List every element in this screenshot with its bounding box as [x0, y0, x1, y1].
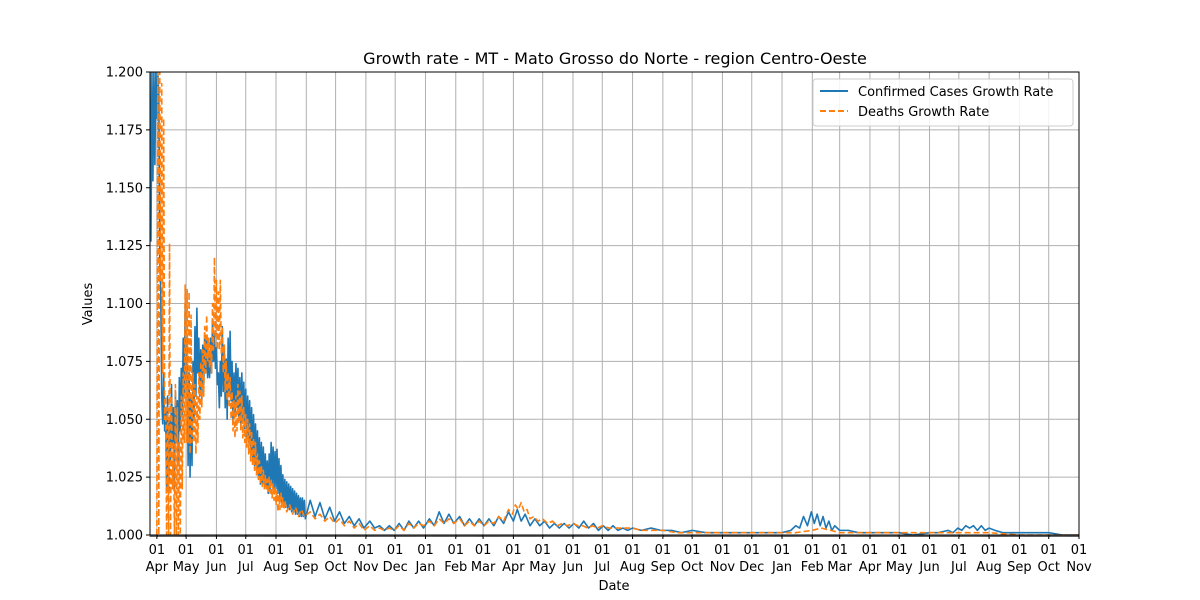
x-minor-tick-marks: [149, 535, 1080, 537]
x-tick-day-label: 01: [831, 543, 848, 558]
x-tick-month-label: May: [886, 560, 913, 575]
x-tick-day-label: 01: [1011, 543, 1028, 558]
x-tick-day-label: 01: [298, 543, 315, 558]
x-tick-month-label: Oct: [324, 560, 346, 575]
x-axis: 01 Apr 01 May 01 Jun 01 Jul 01 Aug 01 Sep 01 Oct 01 Nov…: [146, 535, 1092, 575]
x-tick-day-label: 01: [358, 543, 375, 558]
y-tick-label: 1.175: [106, 123, 143, 138]
chart-title: Growth rate - MT - Mato Grosso do Norte …: [363, 49, 867, 68]
x-axis-label: Date: [598, 579, 629, 594]
x-tick-day-label: 01: [981, 543, 998, 558]
x-tick-day-label: 01: [178, 543, 195, 558]
x-tick-day-label: 01: [565, 543, 582, 558]
legend-label-deaths: Deaths Growth Rate: [858, 105, 989, 120]
x-tick-day-label: 01: [327, 543, 344, 558]
x-tick-month-label: Nov: [353, 560, 379, 575]
x-tick-day-label: 01: [268, 543, 285, 558]
x-tick-day-label: 01: [655, 543, 672, 558]
x-tick-month-label: Jul: [237, 560, 254, 575]
x-tick-month-label: Jan: [414, 560, 435, 575]
x-tick-month-label: Mar: [471, 560, 496, 575]
x-tick-day-label: 01: [743, 543, 760, 558]
y-tick-label: 1.100: [106, 297, 143, 312]
x-tick-day-label: 01: [534, 543, 551, 558]
x-tick-day-label: 01: [714, 543, 731, 558]
x-tick-month-label: May: [173, 560, 200, 575]
legend-box: [812, 78, 1074, 127]
x-tick-month-label: Feb: [801, 560, 824, 575]
x-tick-month-label: Oct: [1037, 560, 1059, 575]
x-tick-day-label: 01: [505, 543, 522, 558]
y-tick-label: 1.050: [106, 413, 143, 428]
x-tick-month-label: Apr: [146, 560, 169, 575]
x-tick-day-label: 01: [1071, 543, 1088, 558]
x-tick-month-label: Sep: [294, 560, 319, 575]
y-tick-label: 1.125: [106, 239, 143, 254]
x-tick-day-label: 01: [624, 543, 641, 558]
x-tick-day-label: 01: [774, 543, 791, 558]
x-tick-month-label: Aug: [263, 560, 288, 575]
x-tick-month-label: Jul: [950, 560, 967, 575]
y-axis: 1.000 1.025 1.050 1.075 1.100 1.125 1.150 1.175…: [106, 66, 150, 544]
x-tick-day-label: 01: [594, 543, 611, 558]
x-tick-day-label: 01: [862, 543, 879, 558]
x-tick-month-label: Jun: [205, 560, 226, 575]
x-tick-month-label: May: [529, 560, 556, 575]
x-tick-month-label: Apr: [859, 560, 882, 575]
x-minor-ticks: [149, 535, 1080, 537]
x-tick-day-label: 01: [237, 543, 254, 558]
x-tick-month-label: Sep: [1007, 560, 1032, 575]
x-tick-month-label: Mar: [827, 560, 852, 575]
x-tick-month-label: Aug: [620, 560, 645, 575]
x-tick-month-label: Dec: [383, 560, 408, 575]
x-tick-month-label: Jun: [562, 560, 583, 575]
legend: Confirmed Cases Growth Rate Deaths Growt…: [812, 78, 1074, 127]
y-axis-label: Values: [81, 283, 96, 326]
x-tick-day-label: 01: [951, 543, 968, 558]
x-tick-day-label: 01: [891, 543, 908, 558]
x-tick-month-label: Sep: [651, 560, 676, 575]
x-tick-month-label: Jan: [771, 560, 792, 575]
x-tick-month-label: Oct: [681, 560, 703, 575]
y-tick-label: 1.025: [106, 471, 143, 486]
x-tick-day-label: 01: [387, 543, 404, 558]
x-tick-month-label: Nov: [1066, 560, 1092, 575]
x-tick-month-label: Jul: [593, 560, 610, 575]
y-tick-label: 1.200: [106, 66, 143, 81]
x-tick-month-label: Feb: [444, 560, 467, 575]
x-tick-month-label: Apr: [502, 560, 525, 575]
plot-area: [150, 72, 1079, 535]
x-tick-day-label: 01: [684, 543, 701, 558]
x-tick-day-label: 01: [149, 543, 166, 558]
x-tick-month-label: Aug: [976, 560, 1001, 575]
x-tick-day-label: 01: [1040, 543, 1057, 558]
x-tick-day-label: 01: [475, 543, 492, 558]
series-line-confirmed: [150, 72, 1079, 535]
x-tick-month-label: Dec: [739, 560, 764, 575]
x-tick-day-label: 01: [921, 543, 938, 558]
y-tick-label: 1.075: [106, 355, 143, 370]
y-tick-label: 1.150: [106, 181, 143, 196]
x-tick-month-label: Jun: [918, 560, 939, 575]
x-tick-day-label: 01: [804, 543, 821, 558]
x-tick-day-label: 01: [447, 543, 464, 558]
x-tick-day-label: 01: [208, 543, 225, 558]
y-tick-label: 1.000: [106, 529, 143, 544]
x-tick-month-label: Nov: [710, 560, 736, 575]
x-tick-day-label: 01: [417, 543, 434, 558]
legend-label-confirmed: Confirmed Cases Growth Rate: [858, 85, 1053, 100]
